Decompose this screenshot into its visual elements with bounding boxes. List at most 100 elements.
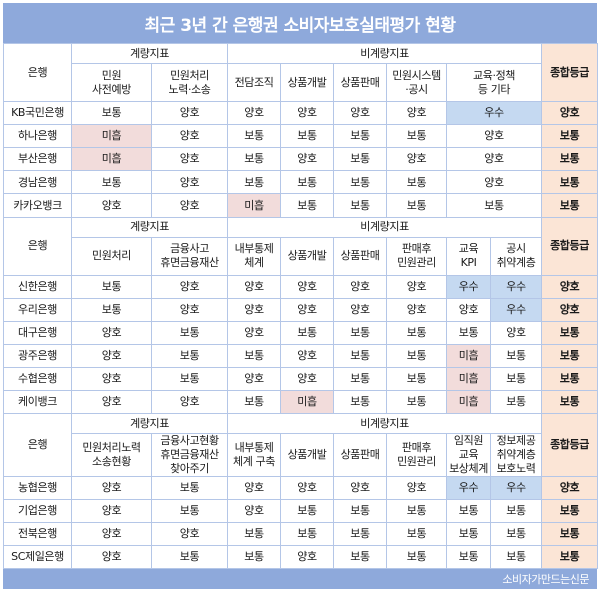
nonquant-column-header: 상품개발 — [280, 63, 335, 103]
table-row: 광주은행 양호 보통 보통 양호 보통 보통 미흡 보통 보통 — [3, 343, 599, 368]
rating-cell: 양호 — [71, 521, 152, 546]
rating-cell: 보통 — [490, 343, 543, 368]
overall-grade-header: 종합등급 — [541, 42, 599, 103]
rating-cell: 양호 — [490, 320, 543, 345]
rating-cell: 양호 — [333, 297, 388, 322]
rating-cell: 양호 — [386, 101, 448, 126]
bank-name-cell: 수협은행 — [3, 366, 72, 392]
section-subheader-row: 민원 사전예방 민원처리 노력·소송 전담조직 상품개발 상품판매 민원시스템 ·공시 교육… — [4, 63, 598, 103]
bank-name-cell: 케이뱅크 — [3, 389, 72, 415]
rating-cell: 양호 — [280, 274, 335, 299]
evaluation-table: 은행 계량지표 비계량지표 종합등급 민원 사전예방 민원처리 노력·소송 전담조직 상품개발… — [3, 42, 599, 570]
rating-cell: 미흡 — [71, 124, 152, 149]
rating-cell: 보통 — [333, 343, 388, 368]
rating-cell: 보통 — [386, 343, 448, 368]
rating-cell: 보통 — [71, 170, 152, 195]
table-row: 대구은행 양호 보통 양호 보통 보통 보통 보통 양호 보통 — [3, 320, 599, 345]
table-row: 카카오뱅크 양호 양호 미흡 보통 보통 보통 보통 보통 — [3, 193, 599, 218]
overall-grade-cell: 보통 — [541, 193, 599, 218]
bank-name-cell: 대구은행 — [3, 320, 72, 345]
rating-cell: 양호 — [227, 274, 282, 299]
rating-cell: 보통 — [446, 193, 543, 218]
rating-cell: 양호 — [386, 475, 448, 500]
overall-grade-header: 종합등급 — [541, 413, 599, 477]
rating-cell: 보통 — [386, 389, 448, 415]
section-header-row: 은행 계량지표 비계량지표 종합등급 — [3, 216, 599, 276]
rating-cell: 보통 — [386, 521, 448, 546]
bank-name-cell: 기업은행 — [3, 498, 72, 523]
rating-cell: 양호 — [333, 274, 388, 299]
rating-cell: 보통 — [490, 366, 543, 392]
bank-name-cell: 경남은행 — [3, 170, 72, 195]
nonquant-group-header: 비계량지표 — [227, 413, 543, 435]
overall-grade-cell: 보통 — [541, 343, 599, 368]
rating-cell: 보통 — [446, 544, 492, 570]
rating-cell: 미흡 — [446, 389, 492, 415]
rating-cell: 양호 — [227, 366, 282, 392]
rating-cell: 보통 — [446, 320, 492, 345]
table-row: SC제일은행 양호 보통 보통 양호 보통 보통 보통 보통 보통 — [3, 544, 599, 570]
rating-cell: 양호 — [280, 475, 335, 500]
overall-grade-cell: 양호 — [541, 274, 599, 299]
rating-cell: 양호 — [150, 124, 229, 149]
bank-column-header: 은행 — [3, 413, 72, 477]
rating-cell: 양호 — [280, 101, 335, 126]
rating-cell: 미흡 — [71, 147, 152, 172]
table-row: 우리은행 보통 양호 양호 양호 양호 양호 양호 우수 양호 — [3, 297, 599, 322]
rating-cell: 보통 — [71, 297, 152, 322]
rating-cell: 보통 — [446, 521, 492, 546]
nonquant-column-header: 정보제공 취약계층 보호노력 — [490, 433, 543, 477]
bank-name-cell: KB국민은행 — [3, 101, 72, 126]
rating-cell: 양호 — [150, 297, 229, 322]
rating-cell: 양호 — [150, 274, 229, 299]
rating-cell: 보통 — [227, 544, 282, 570]
nonquant-column-header: 상품판매 — [333, 433, 388, 477]
rating-cell: 보통 — [227, 170, 282, 195]
rating-cell: 보통 — [490, 498, 543, 523]
nonquant-column-header: 전담조직 — [227, 63, 282, 103]
rating-cell: 양호 — [446, 124, 543, 149]
bank-name-cell: 카카오뱅크 — [3, 193, 72, 218]
rating-cell: 보통 — [227, 124, 282, 149]
rating-cell: 보통 — [71, 101, 152, 126]
rating-cell: 보통 — [490, 544, 543, 570]
overall-grade-cell: 보통 — [541, 389, 599, 415]
rating-cell: 미흡 — [280, 389, 335, 415]
rating-cell: 양호 — [71, 389, 152, 415]
table-row: KB국민은행 보통 양호 양호 양호 양호 양호 우수 양호 — [3, 101, 599, 126]
rating-cell: 보통 — [490, 389, 543, 415]
bank-name-cell: 전북은행 — [3, 521, 72, 546]
table-row: 하나은행 미흡 양호 보통 보통 보통 보통 양호 보통 — [3, 124, 599, 149]
rating-cell: 보통 — [71, 274, 152, 299]
bank-name-cell: 부산은행 — [3, 147, 72, 172]
rating-cell: 보통 — [150, 343, 229, 368]
nonquant-column-header: 공시 취약계층 — [490, 236, 543, 276]
rating-cell: 보통 — [150, 475, 229, 500]
table-title: 최근 3년 간 은행권 소비자보호실태평가 현황 — [3, 3, 597, 43]
nonquant-group-header: 비계량지표 — [227, 216, 543, 238]
quant-column-header: 금융사고현황 휴면금융재산 찾아주기 — [150, 433, 229, 477]
nonquant-group-header: 비계량지표 — [227, 42, 543, 65]
quant-column-header: 금융사고 휴면금융재산 — [150, 236, 229, 276]
rating-cell: 보통 — [333, 320, 388, 345]
rating-cell: 보통 — [280, 124, 335, 149]
overall-grade-cell: 보통 — [541, 147, 599, 172]
table-row: 수협은행 양호 보통 양호 양호 보통 보통 미흡 보통 보통 — [3, 366, 599, 392]
rating-cell: 미흡 — [446, 343, 492, 368]
rating-cell: 보통 — [280, 498, 335, 523]
rating-cell: 보통 — [333, 193, 388, 218]
rating-cell: 양호 — [71, 498, 152, 523]
overall-grade-cell: 양호 — [541, 101, 599, 126]
nonquant-column-header: 상품개발 — [280, 433, 335, 477]
overall-grade-header: 종합등급 — [541, 216, 599, 276]
nonquant-column-header: 상품판매 — [333, 236, 388, 276]
overall-grade-cell: 보통 — [541, 366, 599, 392]
nonquant-column-header: 교육·정책 등 기타 — [446, 63, 543, 103]
rating-cell: 양호 — [71, 544, 152, 570]
rating-cell: 보통 — [333, 170, 388, 195]
rating-cell: 보통 — [150, 366, 229, 392]
section-header-row: 은행 계량지표 비계량지표 종합등급 — [3, 413, 599, 477]
table-row: 신한은행 보통 양호 양호 양호 양호 양호 우수 우수 양호 — [3, 274, 599, 299]
table-row: 전북은행 양호 양호 보통 보통 보통 보통 보통 보통 보통 — [3, 521, 599, 546]
rating-cell: 보통 — [227, 343, 282, 368]
